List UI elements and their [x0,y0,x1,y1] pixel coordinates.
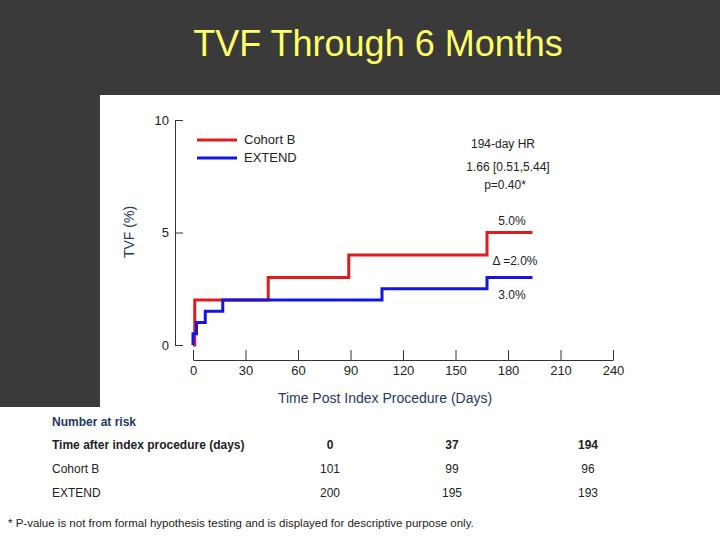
x-tick-label: 240 [603,363,625,378]
table-cell: 0 [327,438,334,452]
table-title: Number at risk [52,415,136,429]
x-tick-mark [508,350,509,360]
x-axis-line [194,360,614,361]
legend-label: Cohort B [244,132,295,147]
title: TVF Through 6 Months [193,23,563,64]
row-header: EXTEND [52,486,101,500]
x-tick-mark [351,350,352,360]
km-line [193,278,533,346]
annotation: 1.66 [0.51,5.44] [466,160,549,174]
annotation: 3.0% [498,288,526,302]
x-tick: 60 [291,350,305,378]
legend-label: EXTEND [244,150,297,165]
x-tick-label: 60 [291,363,305,378]
annotation: p=0.40* [484,178,526,192]
row-header: Time after index procedure (days) [52,438,245,452]
x-axis-title: Time Post Index Procedure (Days) [278,390,492,406]
x-tick: 90 [344,350,358,378]
x-tick-label: 180 [498,363,520,378]
y-tick-label: 10 [155,113,169,128]
footnote: * P-value is not from formal hypothesis … [8,517,474,529]
x-tick-mark [246,350,247,360]
legend: Cohort B EXTEND [197,132,297,165]
table-cell: 96 [581,462,595,476]
y-tick: 0 [162,338,183,353]
x-tick-label: 150 [445,363,467,378]
x-tick-mark [456,350,457,360]
x-tick: 240 [603,350,625,378]
x-tick-mark [403,350,404,360]
y-tick: 10 [155,113,183,128]
row-header: Cohort B [52,462,99,476]
chart: TVF Through 6 Months 0 30 60 90 120 150 180 210 2… [0,0,720,540]
annotation: Δ =2.0% [492,254,537,268]
table-cell: 195 [442,486,462,500]
y-tick: 5 [162,225,183,240]
y-tick-label: 5 [162,225,169,240]
background [0,0,720,540]
y-tick-mark [175,120,183,121]
x-tick: 30 [239,350,253,378]
x-tick: 0 [190,350,197,378]
x-tick: 150 [445,350,467,378]
x-axis: 0 30 60 90 120 150 180 210 240 [190,350,624,378]
table-cell: 37 [445,438,459,452]
x-tick-label: 210 [550,363,572,378]
x-tick-mark [298,350,299,360]
km-line [193,233,533,346]
y-tick-mark [175,345,183,346]
x-tick-mark [193,350,194,360]
y-tick-mark [175,233,183,234]
x-tick-label: 90 [344,363,358,378]
annotation: 5.0% [498,214,526,228]
table-cell: 193 [578,486,598,500]
plot-panel [100,95,720,407]
y-tick-label: 0 [162,338,169,353]
x-tick: 210 [550,350,572,378]
table-cell: 99 [445,462,459,476]
x-tick: 120 [393,350,415,378]
x-tick: 180 [498,350,520,378]
legend-swatch [197,139,237,142]
x-tick-mark [561,350,562,360]
annotation: 194-day HR [471,137,535,151]
legend-swatch [197,157,237,160]
plot-area [193,233,533,346]
table-cell: 101 [320,462,340,476]
table-cell: 194 [578,438,598,452]
y-axis: 0 5 10 [155,113,183,353]
x-tick-mark [613,350,614,360]
x-tick-label: 30 [239,363,253,378]
x-tick-label: 120 [393,363,415,378]
table-cell: 200 [320,486,340,500]
table-panel [0,407,720,540]
x-tick-label: 0 [190,363,197,378]
y-axis-title: TVF (%) [121,206,137,258]
